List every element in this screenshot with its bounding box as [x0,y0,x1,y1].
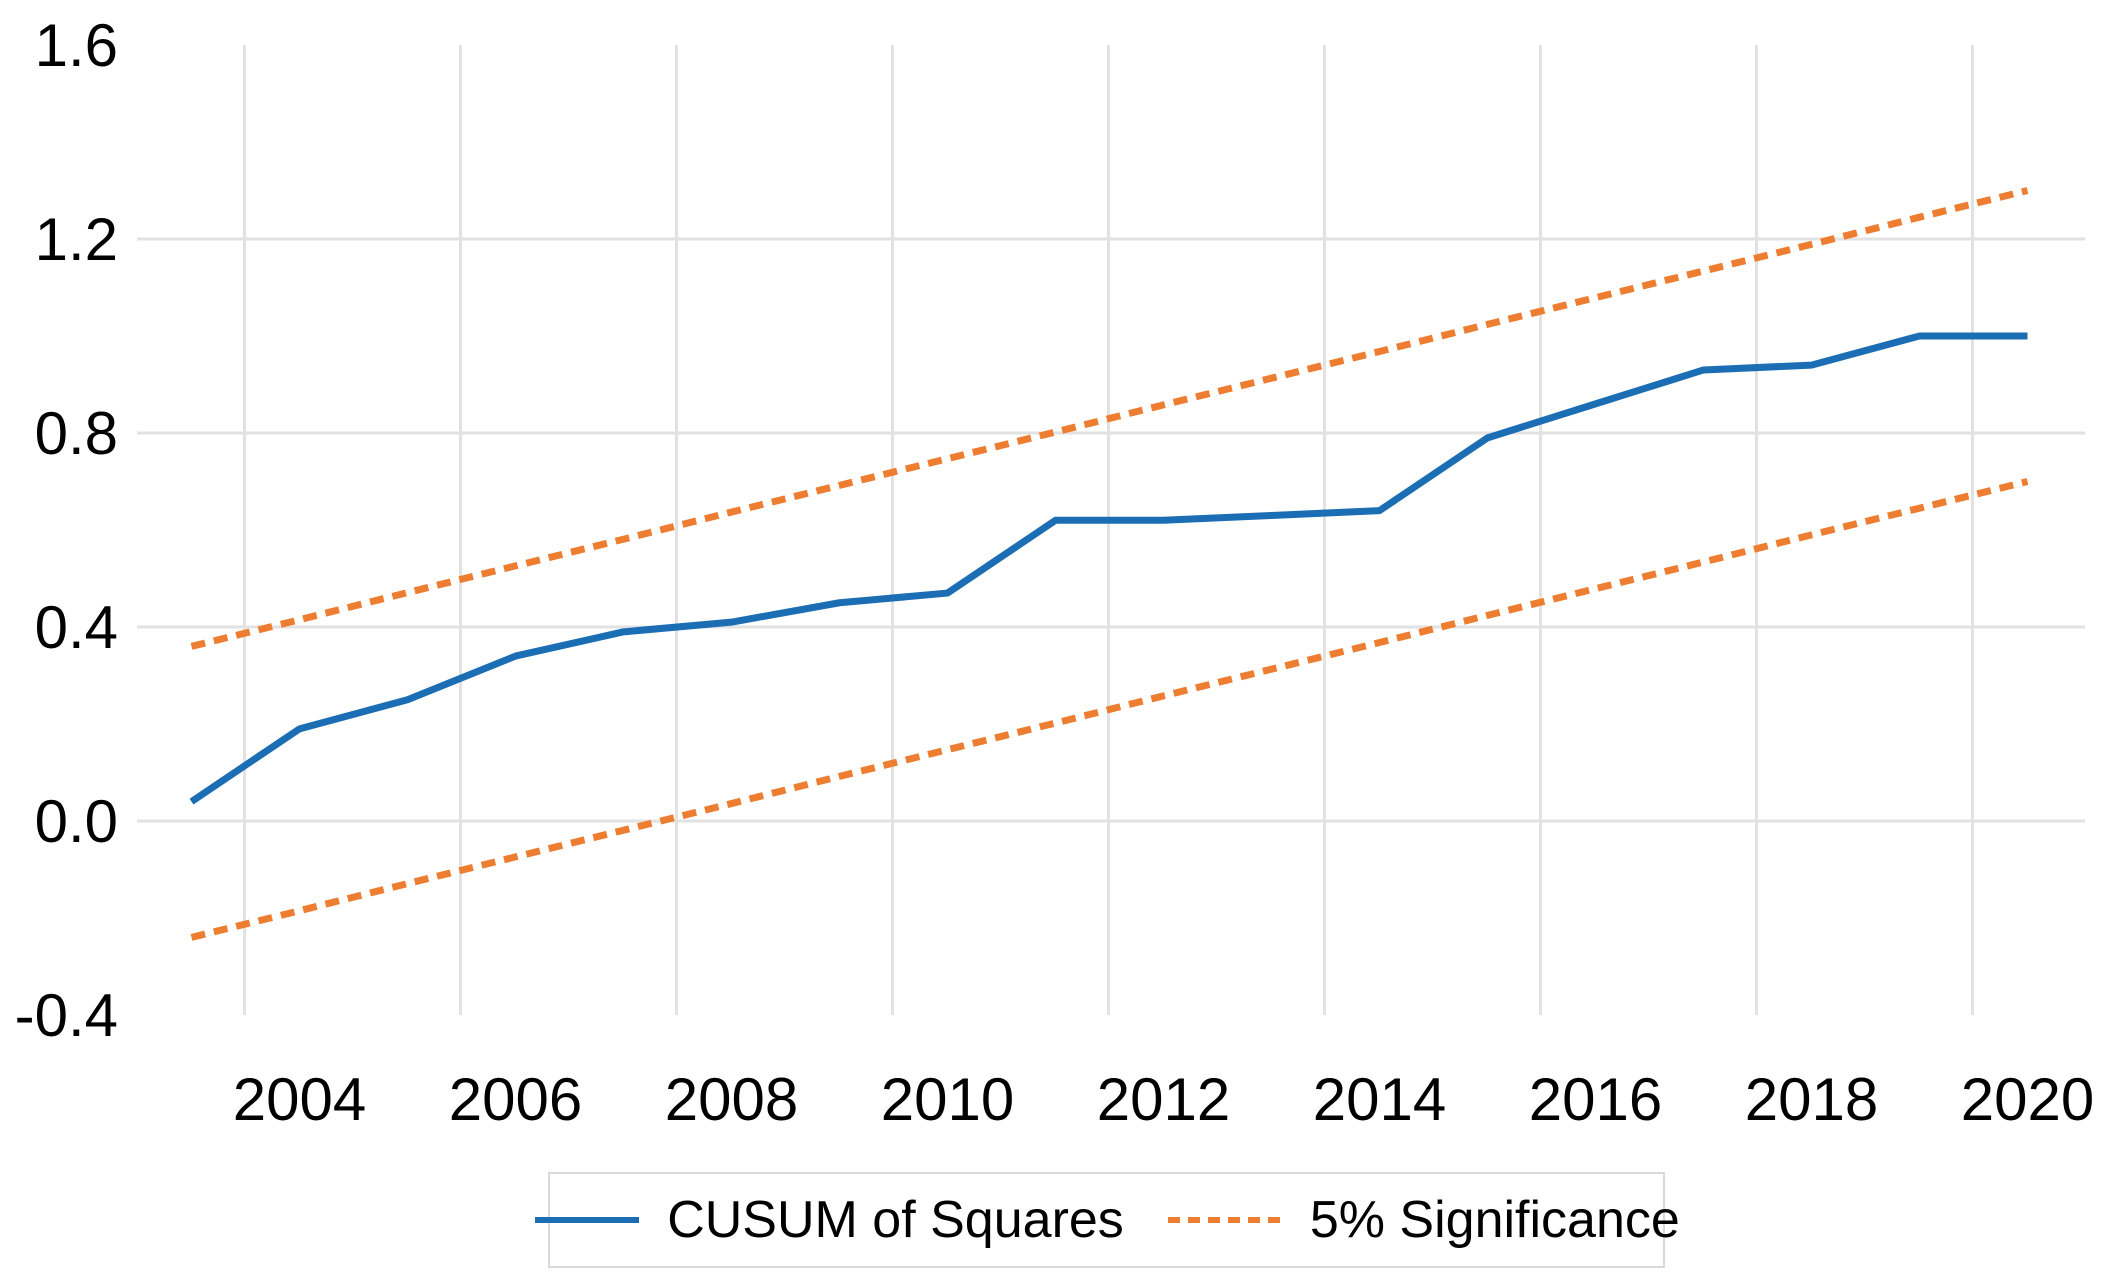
cusum-line-sample [535,1217,640,1223]
y-tick-label: -0.4 [15,982,118,1049]
y-tick-label: 0.4 [35,594,118,661]
x-tick-label: 2012 [1097,1066,1230,1133]
x-tick-label: 2010 [881,1066,1014,1133]
x-tick-label: 2020 [1961,1066,2094,1133]
x-tick-label: 2014 [1313,1066,1446,1133]
y-tick-label: 1.2 [35,206,118,273]
legend-label-cusum: CUSUM of Squares [667,1191,1124,1249]
y-tick-label: 0.0 [35,788,118,855]
series-line-2 [190,478,2029,941]
x-tick-label: 2006 [449,1066,582,1133]
legend-item-cusum: CUSUM of Squares [533,1190,1124,1250]
x-tick-label: 2018 [1745,1066,1878,1133]
legend-label-significance: 5% Significance [1309,1191,1680,1249]
legend-item-significance: 5% Significance [1166,1190,1680,1250]
x-tick-label: 2016 [1529,1066,1662,1133]
chart-legend: CUSUM of Squares 5% Significance [535,1172,1680,1268]
series-line-1 [190,187,2029,650]
series-line-0 [189,332,2028,805]
significance-line-sample [1167,1217,1282,1223]
y-tick-label: 1.6 [35,12,118,79]
x-tick-label: 2008 [665,1066,798,1133]
y-tick-label: 0.8 [35,400,118,467]
x-tick-label: 2004 [233,1066,366,1133]
